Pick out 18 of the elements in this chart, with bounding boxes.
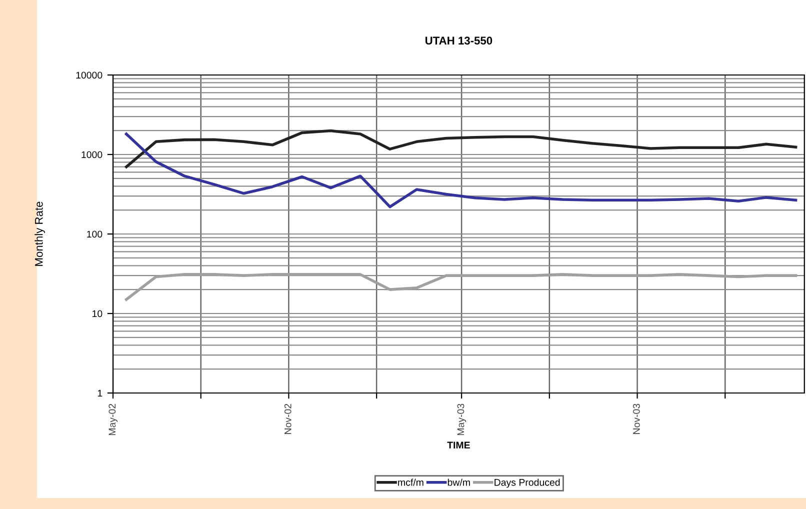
line-series bbox=[124, 132, 798, 208]
y-tick-label: 10 bbox=[92, 310, 102, 318]
line-series bbox=[124, 273, 798, 301]
legend-label: mcf/m bbox=[398, 478, 424, 486]
x-tick-label: Nov-03 bbox=[632, 404, 640, 434]
legend-label: Days Produced bbox=[494, 478, 560, 488]
x-tick-label: May-03 bbox=[457, 404, 466, 436]
legend-label: bw/m bbox=[448, 478, 470, 486]
y-axis-title: Monthly Rate bbox=[34, 202, 45, 266]
y-tick-label: 1 bbox=[98, 390, 102, 397]
x-tick-label: May-02 bbox=[108, 404, 118, 436]
x-axis-title: TIME bbox=[447, 442, 470, 448]
y-tick-label: 100 bbox=[87, 230, 102, 238]
y-tick-label: 1000 bbox=[82, 151, 102, 158]
line-series bbox=[124, 129, 798, 168]
y-tick-label: 10000 bbox=[76, 72, 102, 79]
x-tick-label: Nov-02 bbox=[284, 404, 292, 434]
chart-title: UTAH 13-550 bbox=[426, 36, 492, 45]
